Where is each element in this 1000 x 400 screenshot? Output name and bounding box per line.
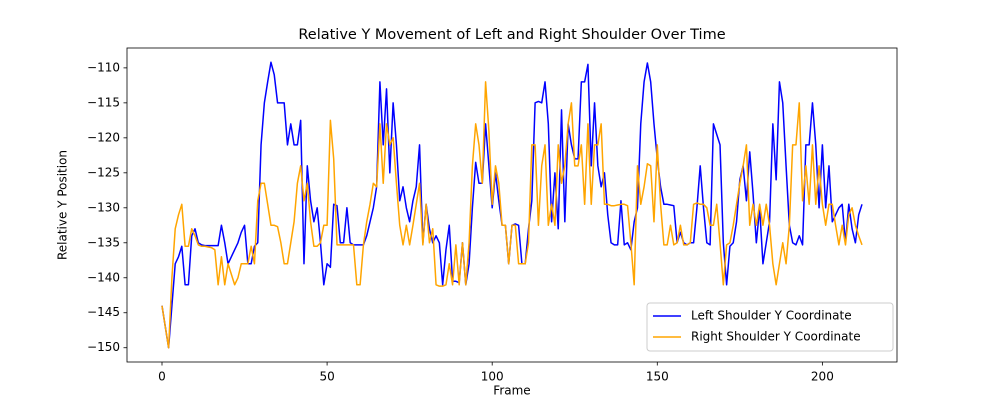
y-tick-label: −125 [87, 165, 120, 179]
y-tick-label: −140 [87, 270, 120, 284]
y-tick-label: −150 [87, 340, 120, 354]
y-axis-label: Relative Y Position [56, 150, 70, 260]
legend-label: Right Shoulder Y Coordinate [691, 330, 861, 344]
line-series [161, 81, 863, 349]
y-tick-label: −120 [87, 130, 120, 144]
legend-box [646, 302, 894, 352]
y-tick-label: −145 [87, 305, 120, 319]
y-tick-label: −110 [87, 60, 120, 74]
x-tick-label: 100 [481, 370, 504, 384]
x-tick-label: 0 [158, 370, 166, 384]
y-tick-label: −135 [87, 235, 120, 249]
x-tick-label: 150 [646, 370, 669, 384]
legend-label: Left Shoulder Y Coordinate [691, 309, 852, 323]
plot-frame [126, 47, 898, 363]
x-tick-label: 200 [811, 370, 834, 384]
y-tick-label: −130 [87, 200, 120, 214]
x-axis-label: Frame [493, 384, 530, 398]
chart-title: Relative Y Movement of Left and Right Sh… [298, 27, 725, 43]
y-tick-label: −115 [87, 95, 120, 109]
x-tick-label: 50 [319, 370, 334, 384]
